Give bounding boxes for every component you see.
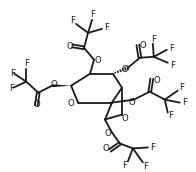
Text: O: O [153, 76, 160, 85]
Text: O: O [67, 99, 74, 108]
Text: O: O [105, 129, 111, 138]
Text: O: O [67, 42, 74, 51]
Polygon shape [52, 84, 71, 87]
Text: F: F [182, 98, 187, 107]
Text: O: O [122, 65, 128, 74]
Text: O: O [122, 114, 128, 123]
Text: O: O [129, 98, 135, 107]
Text: F: F [151, 35, 156, 44]
Text: O: O [103, 144, 109, 153]
Text: F: F [71, 16, 76, 25]
Text: F: F [170, 61, 175, 70]
Text: F: F [150, 143, 155, 152]
Text: F: F [9, 84, 14, 93]
Text: O: O [34, 100, 41, 109]
Text: F: F [168, 111, 173, 120]
Text: O: O [95, 56, 101, 65]
Text: O: O [51, 80, 58, 89]
Text: F: F [179, 83, 184, 92]
Text: O: O [140, 41, 146, 50]
Text: F: F [169, 44, 174, 53]
Text: F: F [143, 162, 148, 171]
Text: F: F [10, 69, 15, 78]
Text: F: F [24, 59, 29, 68]
Text: F: F [122, 161, 127, 170]
Text: F: F [104, 23, 109, 32]
Text: F: F [91, 10, 95, 19]
